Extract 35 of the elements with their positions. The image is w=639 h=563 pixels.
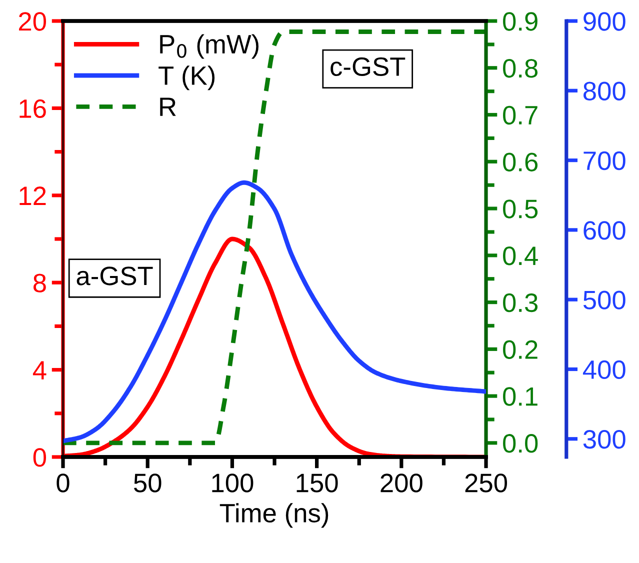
x-tick-label: 250 [465,474,508,492]
y3-tick-label: 800 [584,82,626,100]
legend-label: T (K) [158,66,215,90]
x-tick-label: 0 [56,474,70,492]
annotation: c-GST [330,57,406,76]
annotation: a-GST [76,266,153,286]
x-tick-label: 100 [212,474,254,492]
y3-tick-label: 600 [584,221,626,240]
x-axis-title: Time (ns) [220,503,328,528]
y2-tick-label: 0.1 [503,387,538,406]
y2-tick-label: 0.5 [503,200,538,218]
y2-tick-label: 0.0 [503,434,538,453]
x-tick-label: 200 [380,474,422,492]
y2-tick-label: 0.2 [503,340,538,359]
y-tick-label: 0 [33,448,46,467]
y-tick-label: 12 [20,186,46,205]
y3-tick-label: 300 [583,430,626,449]
y3-tick-label: 500 [583,290,626,310]
y-tick-label: 8 [34,274,46,292]
y2-tick-label: 0.6 [503,152,538,172]
y3-tick-label: 400 [582,360,626,380]
y3-tick-label: 900 [584,12,626,31]
x-tick-label: 150 [296,474,338,492]
y-tick-label: 4 [32,361,46,380]
y3-tick-label: 700 [584,151,626,170]
x-tick-label: 50 [134,474,162,492]
legend-label: P$_{0}$ (mW) [160,34,258,59]
y2-tick-label: 0.7 [503,106,538,125]
y-tick-label: 16 [20,99,46,118]
y2-tick-label: 0.8 [503,59,538,78]
y-tick-label: 20 [19,12,46,31]
y2-tick-label: 0.9 [503,12,538,31]
y2-tick-label: 0.4 [503,246,538,266]
y2-tick-label: 0.3 [503,293,538,312]
legend-label: R [160,98,176,116]
